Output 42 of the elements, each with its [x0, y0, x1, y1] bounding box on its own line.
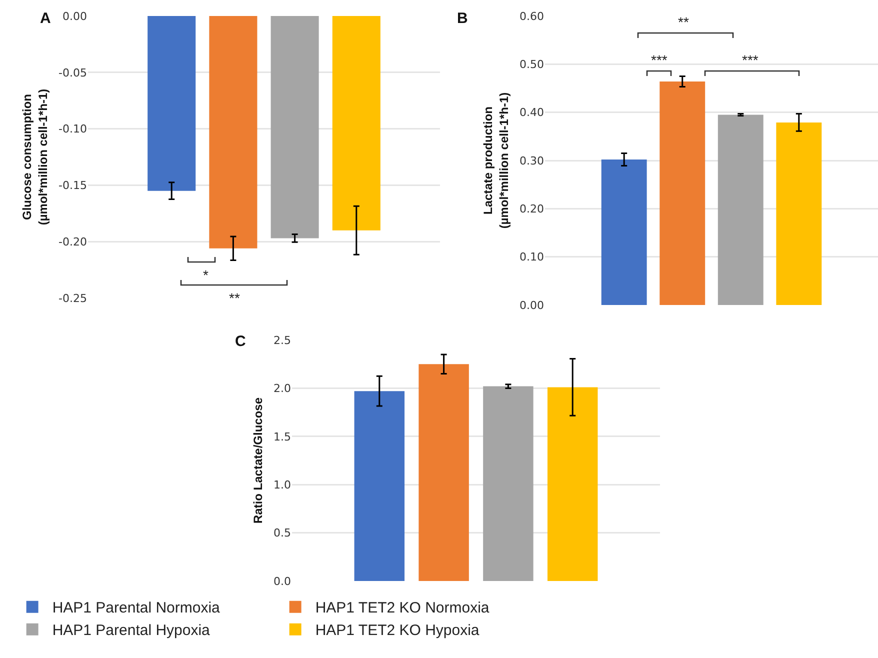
annotation: ***: [651, 52, 668, 68]
y-axis-title: Ratio Lactate/Glucose: [250, 397, 265, 524]
y-tick-label: 0.5: [274, 526, 291, 540]
y-tick-label: -0.05: [58, 66, 87, 80]
y-tick-label: 0.20: [520, 202, 544, 216]
y-tick-label: 1.0: [274, 478, 291, 492]
chart-title: A: [40, 10, 51, 27]
y-axis-title: Glucose consumption (µmol*million cell-1*h-1): [20, 88, 50, 226]
y-tick-label: 0.00: [62, 10, 87, 23]
y-tick-label: 0.40: [520, 106, 544, 120]
y-tick-label: -0.25: [58, 292, 87, 305]
y-axis-title: Lactate production (µmol*million cell-1*h-1): [481, 92, 511, 229]
bar: [483, 386, 534, 581]
chart-title: C: [235, 333, 246, 350]
legend-label: HAP1 Parental Hypoxia: [52, 622, 211, 640]
legend-label: HAP1 TET2 KO Normoxia: [315, 600, 490, 617]
y-tick-label: 0.50: [520, 58, 544, 72]
bar: [601, 160, 647, 305]
y-tick-label: 0.30: [520, 154, 544, 168]
annotation: ***: [742, 52, 759, 68]
annotation: *: [203, 267, 209, 283]
bar: [718, 114, 764, 305]
chart-title: B: [457, 10, 468, 27]
legend-label: HAP1 TET2 KO Hypoxia: [315, 622, 480, 640]
y-tick-label: 0.0: [274, 574, 291, 588]
bar: [660, 82, 706, 305]
annotation: **: [229, 290, 240, 306]
bar: [354, 391, 405, 581]
y-tick-label: 2.0: [274, 382, 291, 396]
bar: [547, 387, 598, 581]
y-tick-label: 0.60: [520, 10, 544, 23]
bar: [418, 364, 469, 581]
y-tick-label: -0.15: [58, 179, 87, 192]
bar: [776, 122, 822, 305]
y-tick-label: 2.5: [274, 334, 291, 347]
legend-label: HAP1 Parental Normoxia: [52, 600, 221, 617]
y-tick-label: 1.5: [274, 430, 291, 444]
y-tick-label: -0.10: [58, 122, 87, 136]
annotation: **: [678, 14, 690, 30]
y-tick-label: -0.20: [58, 235, 87, 248]
y-tick-label: 0.10: [520, 250, 544, 264]
y-tick-label: 0.00: [520, 298, 544, 312]
